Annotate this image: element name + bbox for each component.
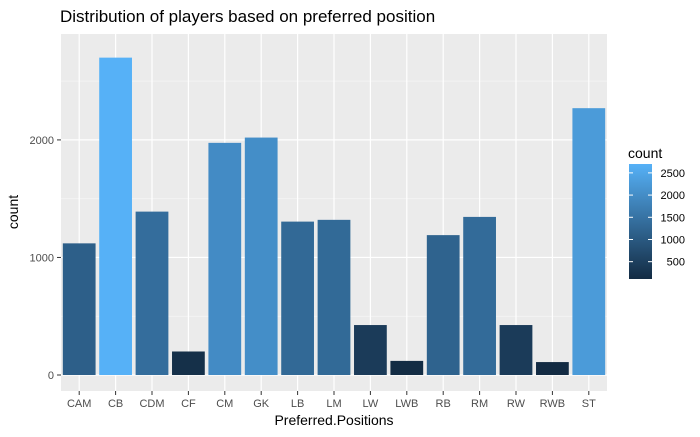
x-tick-label: CAM [67,398,91,410]
x-tick-label: CF [181,398,196,410]
bar-lm [317,219,351,375]
legend-tick-label: 500 [667,257,685,269]
bar-rb [426,235,460,375]
x-tick-label: LB [291,398,304,410]
bars [62,57,606,375]
bar-cf [172,351,205,375]
x-tick-label: RW [507,398,526,410]
bar-lw [354,325,387,375]
bar-cb [99,57,132,375]
bar-rm [463,216,496,375]
x-tick-label: CDM [139,398,164,410]
bar-rw [499,325,533,375]
x-tick-label: LWB [395,398,418,410]
y-tick-label: 1000 [30,252,54,264]
chart-title: Distribution of players based on preferr… [60,7,435,26]
x-axis: CAM CB CDM CF CM GK LB LM LW LWB RB RM RW RWB ST [67,391,596,410]
y-tick-label: 2000 [30,135,54,147]
x-tick-label: RB [436,398,451,410]
legend-title: count [628,145,662,161]
bar-rwb [536,362,569,375]
y-tick-label: 0 [48,370,54,382]
bar-gk [244,137,278,375]
x-tick-label: CB [108,398,123,410]
x-tick-label: ST [582,398,596,410]
legend-tick-label: 1000 [661,234,685,246]
bar-cdm [135,211,169,375]
legend-ticks: 500 1000 1500 2000 2500 [629,168,685,269]
bar-lb [281,221,314,375]
legend-tick-label: 2000 [661,190,685,202]
x-tick-label: RM [471,398,488,410]
legend: count 500 1000 1500 2000 2500 [628,145,685,279]
x-tick-label: LW [363,398,379,410]
bar-lwb [390,360,424,375]
bar-cm [208,142,242,375]
x-tick-label: CM [216,398,233,410]
bar-cam [62,243,96,375]
bar-st [572,108,606,375]
x-tick-label: LM [326,398,341,410]
legend-tick-label: 1500 [661,212,685,224]
y-axis-label: count [5,195,21,229]
legend-colorbar [629,164,652,279]
x-tick-label: GK [253,398,270,410]
x-tick-label: RWB [540,398,565,410]
legend-tick-label: 2500 [661,168,685,180]
y-axis: 0 1000 2000 [30,135,61,382]
x-axis-label: Preferred.Positions [274,412,393,428]
